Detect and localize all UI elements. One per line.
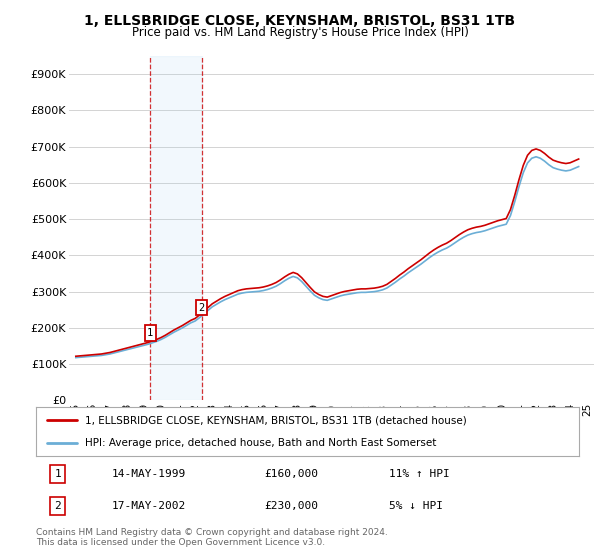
- Text: 17-MAY-2002: 17-MAY-2002: [112, 501, 186, 511]
- Text: 14-MAY-1999: 14-MAY-1999: [112, 469, 186, 479]
- Text: £230,000: £230,000: [264, 501, 318, 511]
- Bar: [151, 56, 202, 400]
- Text: 1: 1: [55, 469, 61, 479]
- Text: Contains HM Land Registry data © Crown copyright and database right 2024.
This d: Contains HM Land Registry data © Crown c…: [36, 528, 388, 547]
- Text: 11% ↑ HPI: 11% ↑ HPI: [389, 469, 450, 479]
- Text: 1, ELLSBRIDGE CLOSE, KEYNSHAM, BRISTOL, BS31 1TB: 1, ELLSBRIDGE CLOSE, KEYNSHAM, BRISTOL, …: [85, 14, 515, 28]
- Text: 2: 2: [55, 501, 61, 511]
- Text: £160,000: £160,000: [264, 469, 318, 479]
- Text: HPI: Average price, detached house, Bath and North East Somerset: HPI: Average price, detached house, Bath…: [85, 438, 436, 448]
- Text: 5% ↓ HPI: 5% ↓ HPI: [389, 501, 443, 511]
- Text: 2: 2: [199, 302, 205, 312]
- Text: 1, ELLSBRIDGE CLOSE, KEYNSHAM, BRISTOL, BS31 1TB (detached house): 1, ELLSBRIDGE CLOSE, KEYNSHAM, BRISTOL, …: [85, 416, 467, 426]
- Text: 1: 1: [147, 328, 154, 338]
- Text: Price paid vs. HM Land Registry's House Price Index (HPI): Price paid vs. HM Land Registry's House …: [131, 26, 469, 39]
